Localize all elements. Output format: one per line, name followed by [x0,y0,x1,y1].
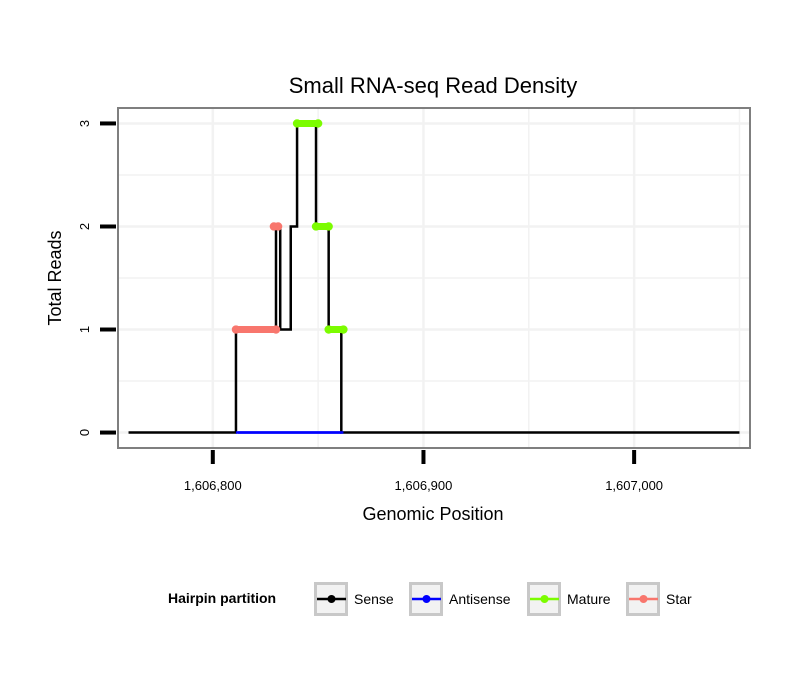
plot-marks [128,119,740,434]
grid-lines [118,108,750,448]
x-axis: 1,606,800 1,606,900 1,607,000 [184,450,663,493]
y-tick-label: 0 [77,429,92,436]
segment-mature-point [313,119,323,128]
segment-mature-point [324,222,333,231]
segment-mature-point [339,325,348,334]
segment-star-point [271,325,281,334]
x-tick-label: 1,606,900 [395,478,453,493]
x-axis-title: Genomic Position [362,504,503,524]
chart-title: Small RNA-seq Read Density [289,73,578,98]
plot-panel [117,107,751,449]
segment-mature-point [324,325,333,334]
legend-label-antisense: Antisense [449,591,511,607]
segment-star-point [231,325,241,334]
segment-star-point [273,222,283,231]
x-tick-label: 1,607,000 [605,478,663,493]
legend-key-point [327,595,336,603]
legend: Hairpin partition Sense Antisense Mature Sta… [168,582,692,616]
x-tick-label: 1,606,800 [184,478,242,493]
y-axis: 0 1 2 3 [77,120,116,436]
legend-key-point [540,595,549,603]
y-tick-label: 1 [77,326,92,333]
legend-title: Hairpin partition [168,590,276,606]
legend-key-point [639,595,648,603]
y-tick-label: 2 [77,223,92,230]
segment-mature-point [292,119,302,128]
legend-label-star: Star [666,591,692,607]
legend-label-mature: Mature [567,591,611,607]
legend-key-point [422,595,431,603]
legend-label-sense: Sense [354,591,394,607]
y-axis-title: Total Reads [45,230,65,325]
segment-mature-point [311,222,321,231]
y-tick-label: 3 [77,120,92,127]
